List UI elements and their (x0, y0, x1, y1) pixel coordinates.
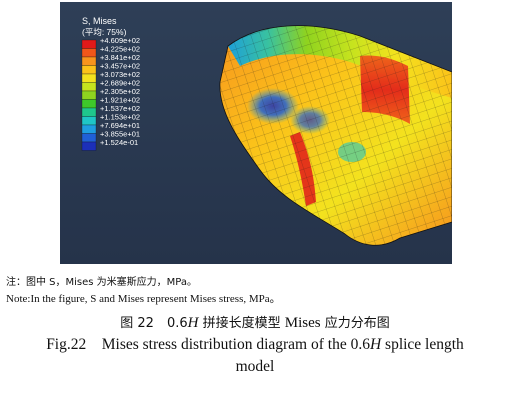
caption-en-prefix: Fig.22 Mises stress distribution diagram… (46, 336, 370, 353)
caption-en-suffix: splice length (381, 336, 464, 353)
legend-swatch (81, 116, 97, 126)
legend-swatch (81, 73, 97, 83)
caption-zh-suffix: 拼接长度模型 (198, 316, 285, 331)
caption-chinese: 图 22 0.6H 拼接长度模型 Mises 应力分布图 (0, 314, 510, 333)
fea-figure: S, Mises (平均: 75%) +4.609e+02 +4.225e+02 +… (60, 2, 452, 264)
legend-swatch (81, 65, 97, 75)
legend-value: +3.855e+01 (100, 130, 140, 139)
legend-swatch (81, 39, 97, 49)
legend-value: +1.153e+02 (100, 113, 140, 122)
stress-legend: S, Mises (平均: 75%) +4.609e+02+4.225e+02+… (81, 16, 140, 151)
caption-english-line2: model (235, 358, 275, 375)
legend-swatch (81, 124, 97, 134)
legend-swatch (81, 141, 97, 151)
legend-value: +2.305e+02 (100, 87, 140, 96)
legend-value: +4.609e+02 (100, 36, 140, 45)
caption-zh-end: 应力分布图 (320, 316, 390, 331)
legend-value: +7.694e+01 (100, 121, 140, 130)
figure-note-english: Note:In the figure, S and Mises represen… (6, 293, 281, 305)
legend-value: +3.841e+02 (100, 53, 140, 62)
legend-swatch (81, 133, 97, 143)
legend-value: +3.073e+02 (100, 70, 140, 79)
legend-swatch (81, 90, 97, 100)
legend-value: +1.537e+02 (100, 104, 140, 113)
legend-subtitle: (平均: 75%) (82, 27, 127, 37)
legend-value: +2.689e+02 (100, 79, 140, 88)
legend-swatch (81, 82, 97, 92)
legend-swatch (81, 107, 97, 117)
caption-english: Fig.22 Mises stress distribution diagram… (0, 334, 510, 355)
legend-value: +1.921e+02 (100, 96, 140, 105)
legend-value: +3.457e+02 (100, 62, 140, 71)
legend-swatch (81, 99, 97, 109)
legend-title: S, Mises (82, 16, 117, 26)
caption-zh-variable: H (187, 315, 199, 331)
caption-en-variable: H (369, 336, 382, 353)
legend-swatch (81, 56, 97, 66)
caption-zh-prefix: 图 22 0.6 (120, 316, 188, 331)
caption-zh-latin: Mises (284, 315, 321, 331)
legend-value: +4.225e+02 (100, 45, 140, 54)
fea-render: S, Mises (平均: 75%) +4.609e+02+4.225e+02+… (60, 2, 452, 264)
legend-value: +1.524e-01 (100, 138, 138, 147)
legend-swatch (81, 48, 97, 58)
fea-model (219, 25, 452, 246)
figure-note-chinese: 注：图中 S，Mises 为米塞斯应力，MPa。 (6, 277, 198, 288)
